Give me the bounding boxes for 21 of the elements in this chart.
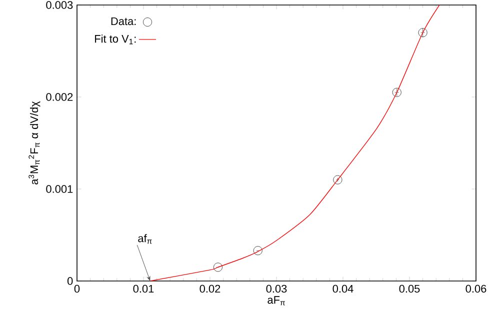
x-tick-label: 0.04 [332, 284, 354, 293]
y-tick-label: 0 [67, 277, 73, 285]
y-tick-label: 0.001 [46, 185, 73, 193]
point [213, 262, 223, 272]
x-tick-label: 0.03 [266, 284, 287, 293]
y-axis-title: a$^{3}$M$_{π}$$^{2}$F$_{π}$ α dV/dχ [28, 101, 40, 184]
x-tick-label: 0.02 [200, 284, 220, 293]
legend-label: Fit to V$_{1}$: [95, 34, 136, 44]
point [392, 88, 402, 97]
y-tick-label: 0.003 [46, 1, 73, 9]
x-tick-label: 0.05 [399, 284, 420, 293]
point [418, 28, 428, 38]
point [333, 175, 342, 184]
x-tick-label: 0.06 [466, 284, 486, 293]
annotation: af$_{π}$ [138, 234, 152, 244]
y-tick-label: 0.002 [46, 93, 73, 101]
x-axis-title: aF$_{π}$ [268, 296, 285, 306]
legend-label: Data: [111, 17, 136, 26]
x-tick-label: 0.01 [133, 284, 154, 293]
point [253, 246, 262, 256]
x-tick-label: 0 [74, 284, 80, 293]
